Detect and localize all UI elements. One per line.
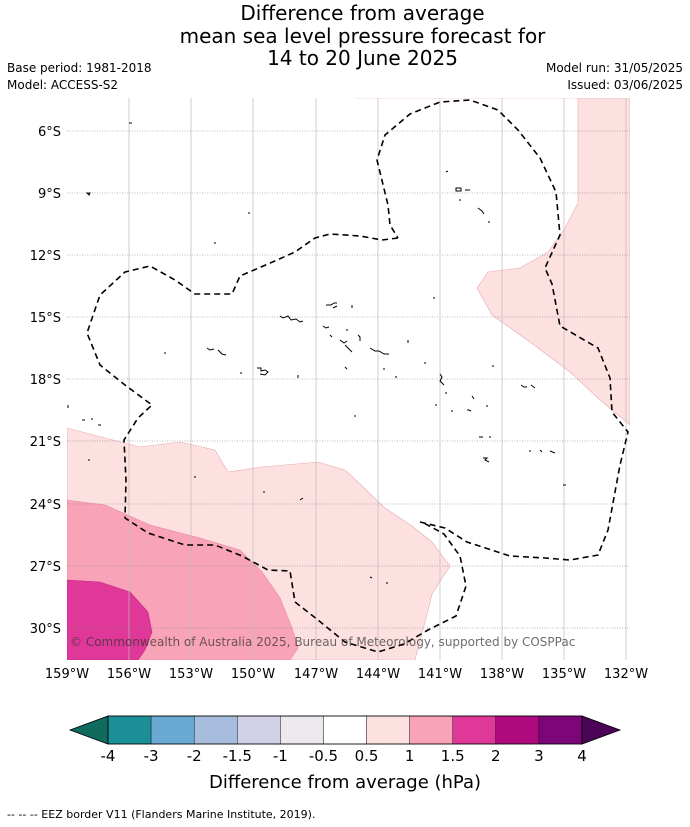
- anomaly-region-northeast: [355, 98, 630, 426]
- title-line-3: 14 to 20 June 2025: [267, 46, 458, 70]
- colorbar-cell: [237, 715, 281, 745]
- map-panel: © Commonwealth of Australia 2025, Bureau…: [67, 98, 630, 660]
- colorbar-tick-label: 4: [577, 747, 587, 765]
- lat-label: 21°S: [30, 435, 61, 450]
- latitude-labels: 6°S 9°S 12°S 15°S 18°S 21°S 24°S 27°S 30…: [30, 125, 61, 637]
- lon-label: 156°W: [107, 667, 151, 682]
- lon-label: 132°W: [604, 667, 648, 682]
- colorbar-under-arrow: [68, 715, 109, 745]
- colorbar-over-arrow: [581, 715, 622, 745]
- colorbar-tick-label: -3: [144, 747, 159, 765]
- colorbar-tick-label: 3: [534, 747, 544, 765]
- meta-left: Base period: 1981-2018 Model: ACCESS-S2: [7, 60, 152, 94]
- issued-date: Issued: 03/06/2025: [567, 78, 683, 92]
- colorbar-cell: [452, 715, 497, 745]
- colorbar-cell: [107, 715, 152, 745]
- colorbar-cells: [107, 715, 583, 745]
- longitude-labels: 159°W 156°W 153°W 150°W 147°W 144°W 141°…: [45, 667, 648, 682]
- lat-label: 24°S: [30, 498, 61, 513]
- lon-label: 153°W: [169, 667, 213, 682]
- lat-label: 6°S: [38, 125, 61, 140]
- lon-label: 150°W: [231, 667, 275, 682]
- colorbar-tick-label: -1.5: [223, 747, 252, 765]
- colorbar-cell: [409, 715, 453, 745]
- lat-label: 15°S: [30, 311, 61, 326]
- lat-label: 30°S: [30, 622, 61, 637]
- lon-label: 135°W: [542, 667, 586, 682]
- anomaly-region-strong: [67, 579, 153, 660]
- colorbar-tick-label: -4: [101, 747, 116, 765]
- colorbar-tick-label: 1.5: [441, 747, 465, 765]
- lat-label: 12°S: [30, 249, 61, 264]
- colorbar-tick-label: 0.5: [355, 747, 379, 765]
- eez-legend-footer: -- -- -- EEZ border V11 (Flanders Marine…: [7, 808, 316, 821]
- colorbar: -4 -3 -2 -1.5 -1 -0.5 0.5 1 1.5 2 3 4 Difference fr…: [68, 715, 622, 793]
- meta-right: Model run: 31/05/2025 Issued: 03/06/2025: [546, 60, 683, 94]
- colorbar-cell: [280, 715, 324, 745]
- colorbar-label: Difference from average (hPa): [209, 772, 481, 793]
- lon-label: 138°W: [480, 667, 524, 682]
- colorbar-cell: [495, 715, 540, 745]
- lon-label: 147°W: [294, 667, 338, 682]
- lon-label: 141°W: [418, 667, 462, 682]
- base-period: Base period: 1981-2018: [7, 61, 152, 75]
- copyright-notice: © Commonwealth of Australia 2025, Bureau…: [70, 635, 575, 649]
- colorbar-tick-label: 1: [405, 747, 415, 765]
- colorbar-cell: [193, 715, 238, 745]
- map-title: Difference from average mean sea level p…: [0, 2, 690, 70]
- colorbar-cell: [538, 715, 583, 745]
- lat-label: 27°S: [30, 560, 61, 575]
- lat-label: 9°S: [38, 187, 61, 202]
- meridians: [128, 98, 627, 660]
- lat-label: 18°S: [30, 373, 61, 388]
- colorbar-tick-label: -1: [273, 747, 288, 765]
- colorbar-ticks: -4 -3 -2 -1.5 -1 -0.5 0.5 1 1.5 2 3 4: [101, 747, 587, 765]
- title-line-2: mean sea level pressure forecast for: [179, 23, 546, 48]
- lon-label: 144°W: [356, 667, 400, 682]
- model-name: Model: ACCESS-S2: [7, 78, 119, 92]
- colorbar-cell: [150, 715, 195, 745]
- colorbar-tick-label: -2: [187, 747, 202, 765]
- colorbar-tick-label: -0.5: [309, 747, 338, 765]
- colorbar-cell: [366, 715, 410, 745]
- lon-label: 159°W: [45, 667, 89, 682]
- eez-borders: [86, 99, 629, 653]
- islands: [67, 122, 566, 584]
- colorbar-cell: [323, 715, 367, 745]
- colorbar-tick-label: 2: [491, 747, 501, 765]
- model-run: Model run: 31/05/2025: [545, 61, 683, 75]
- title-line-1: Difference from average: [240, 1, 485, 25]
